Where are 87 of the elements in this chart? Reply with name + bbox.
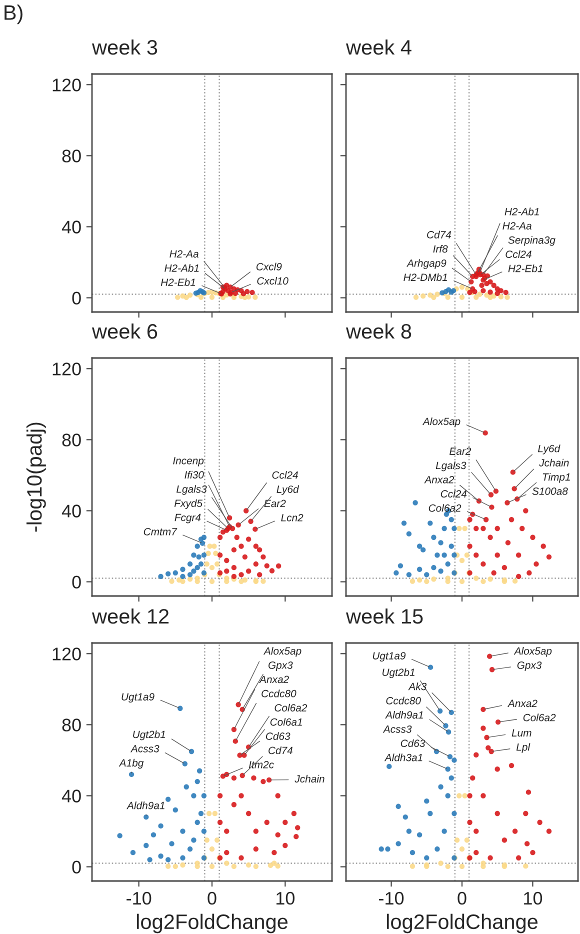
annotation: Incenp (173, 457, 204, 466)
annotation: Ccl24 (506, 250, 532, 258)
y-tick-label: 0 (72, 860, 81, 874)
annotation: Timp1 (542, 473, 570, 483)
annotation: Jchain (539, 458, 569, 466)
annotation: Ly6d (538, 444, 560, 454)
annotation: Alox5ap (263, 647, 302, 657)
y-tick-label: 80 (62, 150, 81, 162)
annotation: Col6a2 (274, 704, 308, 712)
annotation: Alox5ap (422, 417, 460, 428)
annotation: H2-DMb1 (404, 273, 447, 282)
chart-title: week 8 (346, 323, 412, 339)
annotation: Ccl24 (272, 471, 298, 479)
annotation: H2-Aa (502, 222, 532, 230)
x-axis-title: log2FoldChange (136, 914, 288, 934)
annotation: Ugt2b1 (133, 730, 166, 740)
annotation: H2-Aa (170, 250, 198, 258)
annotation: Ugt2b1 (382, 668, 414, 678)
chart-title: week 12 (92, 608, 169, 624)
annotation: Arhgap9 (406, 259, 446, 269)
y-tick-label: 40 (62, 790, 81, 802)
annotation: H2-Ab1 (164, 264, 199, 272)
x-tick-label: 0 (208, 892, 216, 905)
annotation: Cxcl9 (256, 262, 282, 270)
annotation: Col6a1 (270, 718, 302, 726)
annotation: Ugt1a9 (372, 652, 406, 662)
annotation: Acss3 (130, 744, 160, 752)
y-axis-title: -log10(padj) (26, 422, 46, 532)
annotation: Aldh9a1 (126, 802, 164, 810)
annotation: Ccdc80 (386, 696, 421, 704)
x-tick-label: 0 (458, 892, 466, 905)
annotation: H2-Eb1 (160, 278, 196, 286)
annotation: Acss3 (382, 725, 412, 733)
annotation: Ly6d (276, 485, 300, 495)
chart-title: week 15 (346, 608, 423, 624)
annotation: H2-Eb1 (508, 264, 542, 272)
x-tick-label: 10 (524, 892, 542, 905)
annotation: Lum (512, 729, 532, 737)
annotation: Cxcl10 (257, 276, 288, 285)
text: B) (4, 4, 22, 24)
annotation: S100a8 (532, 488, 568, 495)
annotation: Gpx3 (517, 662, 542, 671)
annotation: Irf8 (433, 244, 448, 253)
chart-title: week 4 (346, 39, 412, 55)
annotation: Ear2 (450, 448, 472, 455)
annotation: Col6a2 (523, 714, 556, 722)
x-tick-label: -10 (379, 892, 404, 905)
annotation: Alox5ap (514, 647, 552, 657)
x-tick-label: 10 (276, 892, 295, 905)
annotation: Cd63 (400, 739, 426, 748)
annotation: Cmtm7 (144, 528, 178, 536)
annotation: Lgals3 (436, 461, 466, 472)
annotation: Ugt1a9 (122, 693, 154, 703)
chart-title: week 6 (92, 323, 158, 339)
y-tick-label: 40 (62, 504, 81, 518)
chart-title: week 3 (92, 39, 158, 55)
annotation: Lgals3 (176, 485, 207, 495)
annotation: Cd74 (427, 230, 451, 238)
annotation: Anxa2 (424, 476, 454, 484)
annotation: Lpl (516, 743, 530, 753)
annotation: A1bg (118, 758, 144, 769)
annotation: Col6a2 (428, 504, 462, 512)
annotation: Ifi30 (184, 470, 204, 479)
y-tick-label: 80 (62, 434, 81, 446)
y-tick-label: 120 (52, 78, 81, 92)
y-tick-label: 0 (72, 576, 81, 589)
annotation: Aldh9a1 (385, 710, 423, 719)
annotation: Serpina3g (508, 236, 556, 246)
annotation: Lcn2 (281, 514, 304, 522)
y-tick-label: 40 (62, 220, 81, 234)
y-tick-label: 80 (62, 718, 81, 732)
annotation: Gpx3 (268, 662, 293, 671)
annotation: Cd74 (268, 746, 292, 754)
y-tick-label: 120 (52, 362, 81, 376)
annotation: Aldh3a1 (384, 754, 422, 762)
annotation: Cd63 (266, 732, 290, 740)
annotation: Ccl24 (440, 490, 467, 498)
annotation: H2-Ab1 (504, 208, 539, 216)
x-tick-label: -10 (126, 892, 152, 905)
annotation: Anxa2 (507, 700, 538, 708)
y-tick-label: 0 (72, 292, 81, 305)
annotation: Ccdc80 (262, 690, 296, 698)
annotation: Jchain (294, 774, 324, 783)
y-tick-label: 120 (52, 648, 81, 660)
annotation: Fcgr4 (174, 514, 201, 524)
x-axis-title: log2FoldChange (386, 914, 538, 934)
annotation: Fxyd5 (174, 499, 203, 510)
